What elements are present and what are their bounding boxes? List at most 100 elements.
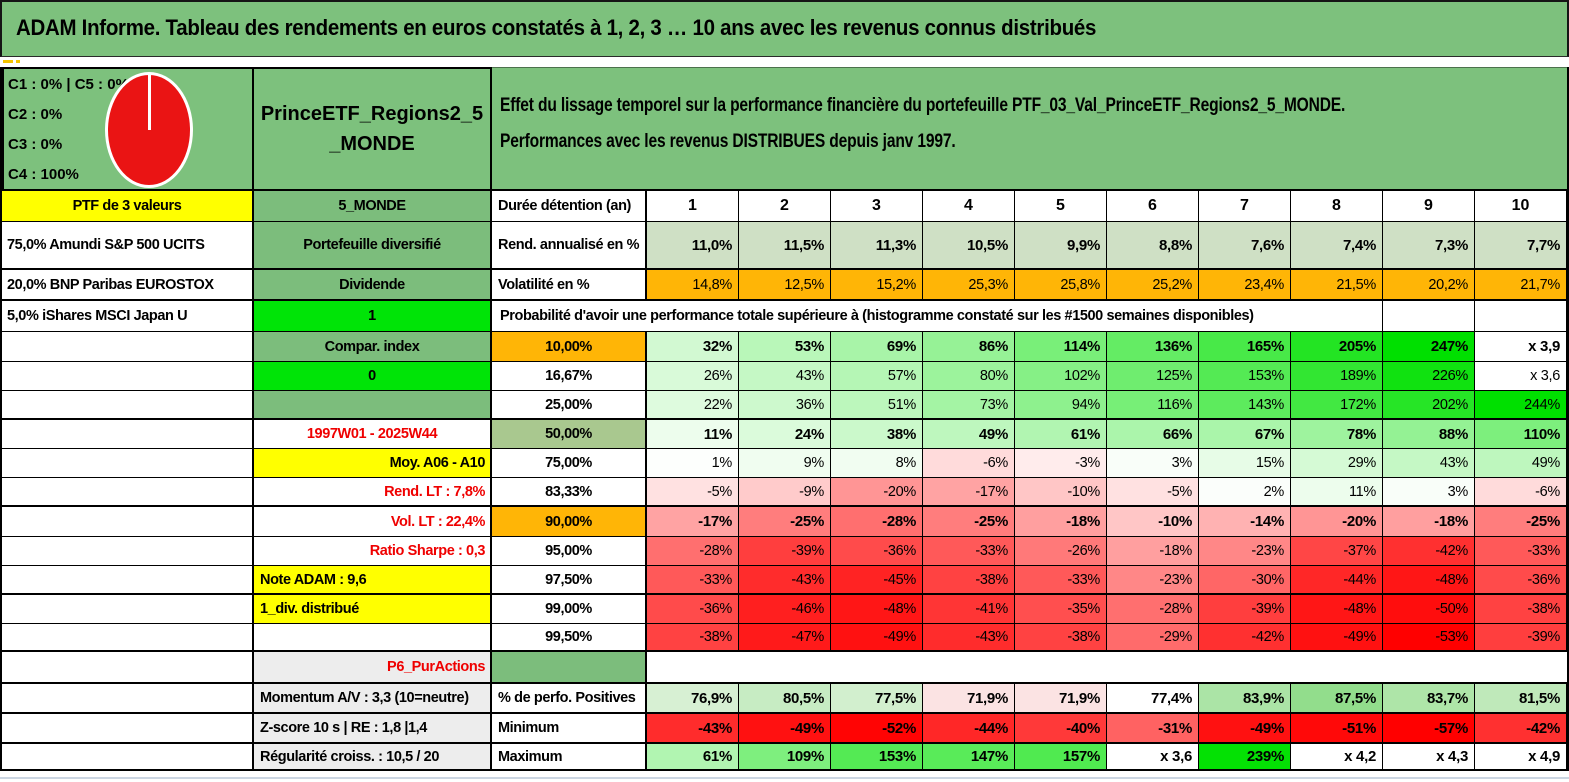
value-cell[interactable]: -36% bbox=[647, 595, 739, 623]
value-cell[interactable]: -17% bbox=[647, 507, 739, 536]
value-cell[interactable]: -48% bbox=[1383, 566, 1475, 593]
value-cell[interactable]: 239% bbox=[1199, 744, 1291, 769]
row-header-cell[interactable]: 95,00% bbox=[492, 537, 647, 565]
value-cell[interactable]: -39% bbox=[1199, 595, 1291, 623]
value-cell[interactable]: 143% bbox=[1199, 391, 1291, 418]
holding-label-cell[interactable] bbox=[2, 332, 254, 361]
value-cell[interactable]: 57% bbox=[831, 362, 923, 390]
value-cell[interactable]: 109% bbox=[739, 744, 831, 769]
value-cell[interactable]: 110% bbox=[1475, 420, 1567, 448]
value-cell[interactable]: 71,9% bbox=[1015, 684, 1107, 712]
holding-label-cell[interactable] bbox=[2, 449, 254, 477]
value-cell[interactable]: -38% bbox=[1475, 595, 1567, 623]
value-cell[interactable]: 29% bbox=[1291, 449, 1383, 477]
row-header-cell[interactable]: Volatilité en % bbox=[492, 270, 647, 299]
description-cell[interactable]: Effet du lissage temporel sur la perform… bbox=[492, 67, 1567, 191]
attribute-cell[interactable]: Note ADAM : 9,6 bbox=[254, 566, 492, 593]
duration-column-header[interactable]: 3 bbox=[831, 191, 923, 221]
value-cell[interactable]: 73% bbox=[923, 391, 1015, 418]
value-cell[interactable]: 53% bbox=[739, 332, 831, 361]
value-cell[interactable]: -49% bbox=[831, 624, 923, 650]
value-cell[interactable]: 23,4% bbox=[1199, 270, 1291, 299]
row-header-cell[interactable] bbox=[492, 652, 647, 682]
value-cell[interactable]: -43% bbox=[739, 566, 831, 593]
value-cell[interactable]: 26% bbox=[647, 362, 739, 390]
value-cell[interactable]: 205% bbox=[1291, 332, 1383, 361]
value-cell[interactable]: 21,5% bbox=[1291, 270, 1383, 299]
value-cell[interactable]: -43% bbox=[923, 624, 1015, 650]
value-cell[interactable]: 157% bbox=[1015, 744, 1107, 769]
value-cell[interactable]: -44% bbox=[1291, 566, 1383, 593]
value-cell[interactable]: 1% bbox=[647, 449, 739, 477]
value-cell[interactable]: x 3,6 bbox=[1107, 744, 1199, 769]
value-cell[interactable]: -33% bbox=[923, 537, 1015, 565]
holding-label-cell[interactable] bbox=[2, 624, 254, 650]
value-cell[interactable]: -6% bbox=[1475, 478, 1567, 505]
row-header-cell[interactable]: 10,00% bbox=[492, 332, 647, 361]
value-cell[interactable]: 43% bbox=[1383, 449, 1475, 477]
value-cell[interactable]: -28% bbox=[1107, 595, 1199, 623]
value-cell[interactable]: 7,7% bbox=[1475, 222, 1567, 268]
value-cell[interactable]: -5% bbox=[1107, 478, 1199, 505]
value-cell[interactable]: 102% bbox=[1015, 362, 1107, 390]
value-cell[interactable]: -42% bbox=[1475, 714, 1567, 742]
holding-label-cell[interactable] bbox=[2, 391, 254, 418]
value-cell[interactable]: 9% bbox=[739, 449, 831, 477]
attribute-cell[interactable]: Compar. index bbox=[254, 332, 492, 361]
value-cell[interactable]: 76,9% bbox=[647, 684, 739, 712]
holding-label-cell[interactable] bbox=[2, 652, 254, 682]
row-header-cell[interactable]: Maximum bbox=[492, 744, 647, 769]
value-cell[interactable]: -44% bbox=[923, 714, 1015, 742]
value-cell[interactable]: -57% bbox=[1383, 714, 1475, 742]
value-cell[interactable]: 153% bbox=[831, 744, 923, 769]
row-header-cell[interactable]: 99,50% bbox=[492, 624, 647, 650]
value-cell[interactable]: 25,3% bbox=[923, 270, 1015, 299]
value-cell[interactable]: x 4,9 bbox=[1475, 744, 1567, 769]
value-cell[interactable]: 15,2% bbox=[831, 270, 923, 299]
value-cell[interactable]: -18% bbox=[1015, 507, 1107, 536]
value-cell[interactable]: -10% bbox=[1015, 478, 1107, 505]
attribute-cell[interactable] bbox=[254, 391, 492, 418]
holding-label-cell[interactable] bbox=[2, 595, 254, 623]
row-header-cell[interactable]: 16,67% bbox=[492, 362, 647, 390]
value-cell[interactable]: 88% bbox=[1383, 420, 1475, 448]
holding-label-cell[interactable] bbox=[2, 714, 254, 742]
attribute-cell[interactable]: 0 bbox=[254, 362, 492, 390]
row-header-cell[interactable]: 50,00% bbox=[492, 420, 647, 448]
row-header-cell[interactable]: 90,00% bbox=[492, 507, 647, 536]
value-cell[interactable] bbox=[1475, 301, 1567, 331]
value-cell[interactable]: 7,6% bbox=[1199, 222, 1291, 268]
holding-label-cell[interactable] bbox=[2, 537, 254, 565]
value-cell[interactable]: x 4,2 bbox=[1291, 744, 1383, 769]
value-cell[interactable]: -49% bbox=[739, 714, 831, 742]
value-cell[interactable]: -3% bbox=[1015, 449, 1107, 477]
value-cell[interactable]: -28% bbox=[647, 537, 739, 565]
value-cell[interactable]: x 3,6 bbox=[1475, 362, 1567, 390]
value-cell[interactable]: -20% bbox=[1291, 507, 1383, 536]
holding-label-cell[interactable] bbox=[2, 507, 254, 536]
value-cell[interactable]: 80,5% bbox=[739, 684, 831, 712]
value-cell[interactable]: 2% bbox=[1199, 478, 1291, 505]
value-cell[interactable]: 22% bbox=[647, 391, 739, 418]
holding-label-cell[interactable]: 5,0% iShares MSCI Japan U bbox=[2, 301, 254, 331]
row-header-cell[interactable]: 83,33% bbox=[492, 478, 647, 505]
value-cell[interactable]: 10,5% bbox=[923, 222, 1015, 268]
value-cell[interactable]: -45% bbox=[831, 566, 923, 593]
holding-label-cell[interactable]: 20,0% BNP Paribas EUROSTOX bbox=[2, 270, 254, 299]
value-cell[interactable]: 11% bbox=[1291, 478, 1383, 505]
attribute-cell[interactable]: P6_PurActions bbox=[254, 652, 492, 682]
row-header-cell[interactable]: Minimum bbox=[492, 714, 647, 742]
value-cell[interactable]: 12,5% bbox=[739, 270, 831, 299]
value-cell[interactable]: 83,9% bbox=[1199, 684, 1291, 712]
value-cell[interactable]: -49% bbox=[1291, 624, 1383, 650]
value-cell[interactable]: -23% bbox=[1199, 537, 1291, 565]
attribute-cell[interactable] bbox=[254, 624, 492, 650]
duration-column-header[interactable]: 1 bbox=[647, 191, 739, 221]
value-cell[interactable]: -35% bbox=[1015, 595, 1107, 623]
value-cell[interactable]: 69% bbox=[831, 332, 923, 361]
value-cell[interactable]: 94% bbox=[1015, 391, 1107, 418]
value-cell[interactable]: 49% bbox=[1475, 449, 1567, 477]
holding-label-cell[interactable]: PTF de 3 valeurs bbox=[2, 191, 254, 221]
value-cell[interactable]: -5% bbox=[647, 478, 739, 505]
value-cell[interactable]: -10% bbox=[1107, 507, 1199, 536]
